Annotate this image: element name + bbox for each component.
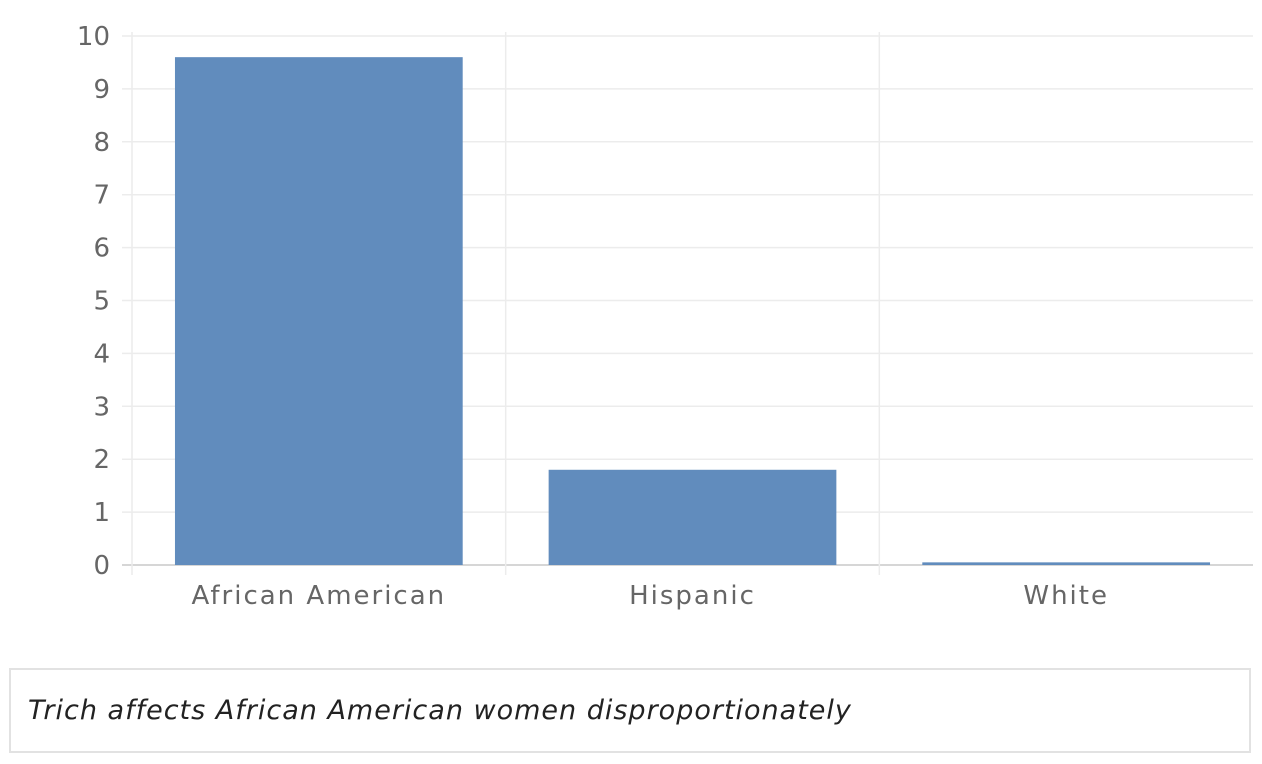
y-tick-label: 10 bbox=[77, 22, 110, 52]
y-tick-label: 8 bbox=[93, 128, 110, 158]
y-tick-label: 9 bbox=[93, 75, 110, 105]
bar-white bbox=[922, 562, 1211, 565]
category-label: White bbox=[1023, 581, 1109, 611]
bar-hispanic bbox=[548, 469, 837, 565]
y-tick-label: 1 bbox=[93, 498, 110, 528]
y-tick-label: 2 bbox=[93, 445, 110, 475]
caption-text: Trich affects African American women dis… bbox=[28, 695, 852, 726]
bars bbox=[174, 57, 1211, 565]
caption-box: Trich affects African American women dis… bbox=[9, 668, 1251, 753]
category-label: Hispanic bbox=[629, 581, 756, 611]
y-tick-label: 0 bbox=[93, 551, 110, 581]
y-tick-label: 6 bbox=[93, 234, 110, 264]
bar-chart: 0 1 2 3 4 5 6 7 8 9 10 African American Hispanic Whi… bbox=[77, 22, 1253, 611]
y-tick-label: 7 bbox=[93, 181, 110, 211]
x-axis-categories: African American Hispanic White bbox=[192, 581, 1109, 611]
y-tick-label: 3 bbox=[93, 392, 110, 422]
bar-african-american bbox=[174, 57, 463, 565]
category-label: African American bbox=[192, 581, 447, 611]
y-axis-ticks: 0 1 2 3 4 5 6 7 8 9 10 bbox=[77, 22, 110, 581]
y-tick-label: 4 bbox=[93, 339, 110, 369]
y-tick-label: 5 bbox=[93, 287, 110, 317]
